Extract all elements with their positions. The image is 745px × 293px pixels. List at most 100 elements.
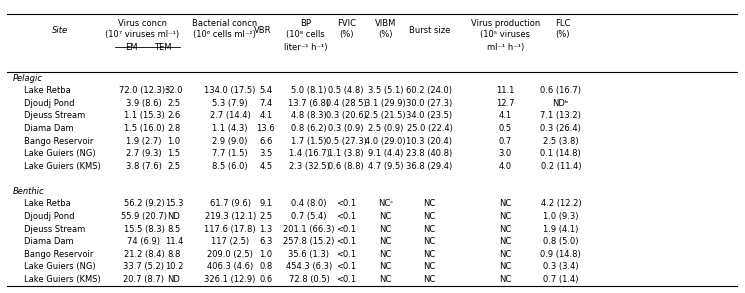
Text: 0.5: 0.5 — [499, 124, 512, 133]
Text: 201.1 (66.3): 201.1 (66.3) — [283, 225, 335, 234]
Text: 0.8 (6.2): 0.8 (6.2) — [291, 124, 327, 133]
Text: 60.2 (24.0): 60.2 (24.0) — [407, 86, 452, 95]
Text: FLC: FLC — [554, 19, 570, 28]
Text: 117 (2.5): 117 (2.5) — [211, 237, 249, 246]
Text: 8.5 (6.0): 8.5 (6.0) — [212, 162, 248, 171]
Text: 11.4: 11.4 — [165, 237, 183, 246]
Text: 2.5: 2.5 — [168, 99, 180, 108]
Text: 1.0: 1.0 — [259, 250, 273, 259]
Text: Lake Guiers (NG): Lake Guiers (NG) — [25, 263, 96, 271]
Text: 4.0 (29.0): 4.0 (29.0) — [365, 137, 406, 146]
Text: 21.2 (8.4): 21.2 (8.4) — [124, 250, 165, 259]
Text: 117.6 (17.8): 117.6 (17.8) — [204, 225, 256, 234]
Text: NC: NC — [379, 225, 392, 234]
Text: 2.7 (14.4): 2.7 (14.4) — [210, 111, 250, 120]
Text: 1.3: 1.3 — [259, 225, 273, 234]
Text: NC: NC — [423, 225, 436, 234]
Text: Bacterial concn: Bacterial concn — [191, 19, 257, 28]
Text: (%): (%) — [555, 30, 570, 39]
Text: 4.1: 4.1 — [259, 111, 273, 120]
Text: 219.3 (12.1): 219.3 (12.1) — [205, 212, 256, 221]
Text: NC: NC — [379, 237, 392, 246]
Text: 9.1: 9.1 — [259, 200, 273, 209]
Text: 2.5 (3.8): 2.5 (3.8) — [543, 137, 579, 146]
Text: 12.7: 12.7 — [496, 99, 515, 108]
Text: 0.3 (3.4): 0.3 (3.4) — [543, 263, 579, 271]
Text: NC: NC — [379, 212, 392, 221]
Text: 61.7 (9.6): 61.7 (9.6) — [209, 200, 250, 209]
Text: 33.7 (5.2): 33.7 (5.2) — [124, 263, 165, 271]
Text: NC: NC — [499, 212, 512, 221]
Text: 36.8 (29.4): 36.8 (29.4) — [406, 162, 452, 171]
Text: Bango Reservoir: Bango Reservoir — [25, 250, 94, 259]
Text: 2.8: 2.8 — [168, 124, 180, 133]
Text: 4.0: 4.0 — [499, 162, 512, 171]
Text: NC: NC — [423, 275, 436, 284]
Text: 1.1 (3.8): 1.1 (3.8) — [329, 149, 364, 158]
Text: Diama Dam: Diama Dam — [25, 237, 74, 246]
Text: 13.7 (6.8): 13.7 (6.8) — [288, 99, 329, 108]
Text: Bango Reservoir: Bango Reservoir — [25, 137, 94, 146]
Text: NC: NC — [423, 263, 436, 271]
Text: 1.9 (4.1): 1.9 (4.1) — [543, 225, 579, 234]
Text: 257.8 (15.2): 257.8 (15.2) — [283, 237, 335, 246]
Text: Burst size: Burst size — [409, 26, 450, 35]
Text: VIBM: VIBM — [375, 19, 396, 28]
Text: 35.6 (1.3): 35.6 (1.3) — [288, 250, 329, 259]
Text: NC: NC — [423, 237, 436, 246]
Text: NC: NC — [499, 250, 512, 259]
Text: NC: NC — [499, 200, 512, 209]
Text: 8.8: 8.8 — [167, 250, 180, 259]
Text: 3.5: 3.5 — [259, 149, 273, 158]
Text: Djeuss Stream: Djeuss Stream — [25, 225, 86, 234]
Text: 3.9 (8.6): 3.9 (8.6) — [126, 99, 162, 108]
Text: NC: NC — [423, 250, 436, 259]
Text: 74 (6.9): 74 (6.9) — [127, 237, 160, 246]
Text: 13.6: 13.6 — [256, 124, 275, 133]
Text: 23.8 (40.8): 23.8 (40.8) — [406, 149, 452, 158]
Text: 3.0: 3.0 — [498, 149, 512, 158]
Text: 4.8 (8.3): 4.8 (8.3) — [291, 111, 327, 120]
Text: <0.1: <0.1 — [336, 212, 356, 221]
Text: 0.3 (20.6): 0.3 (20.6) — [326, 111, 367, 120]
Text: (%): (%) — [378, 30, 393, 39]
Text: 326.1 (12.9): 326.1 (12.9) — [204, 275, 256, 284]
Text: <0.1: <0.1 — [336, 225, 356, 234]
Text: 0.8: 0.8 — [259, 263, 273, 271]
Text: 209.0 (2.5): 209.0 (2.5) — [207, 250, 253, 259]
Text: <0.1: <0.1 — [336, 237, 356, 246]
Text: NDᵇ: NDᵇ — [553, 99, 569, 108]
Text: 2.6: 2.6 — [168, 111, 180, 120]
Text: (10⁸ cells: (10⁸ cells — [286, 30, 325, 39]
Text: 1.5: 1.5 — [168, 149, 180, 158]
Text: Virus concn: Virus concn — [118, 19, 167, 28]
Text: Site: Site — [52, 26, 68, 35]
Text: 0.5 (4.8): 0.5 (4.8) — [329, 86, 364, 95]
Text: 20.7 (8.7): 20.7 (8.7) — [124, 275, 165, 284]
Text: 4.1: 4.1 — [499, 111, 512, 120]
Text: Lake Guiers (KMS): Lake Guiers (KMS) — [25, 275, 101, 284]
Text: Lake Retba: Lake Retba — [25, 200, 71, 209]
Text: NC: NC — [499, 275, 512, 284]
Text: 34.0 (23.5): 34.0 (23.5) — [406, 111, 452, 120]
Text: 72.0 (12.3)ᵃ: 72.0 (12.3)ᵃ — [119, 86, 168, 95]
Text: 2.5 (0.9): 2.5 (0.9) — [368, 124, 403, 133]
Text: 4.7 (9.5): 4.7 (9.5) — [368, 162, 403, 171]
Text: 10.2: 10.2 — [165, 263, 183, 271]
Text: 5.3 (7.9): 5.3 (7.9) — [212, 99, 248, 108]
Text: (10⁶ cells ml⁻¹): (10⁶ cells ml⁻¹) — [193, 30, 256, 39]
Text: 0.6: 0.6 — [259, 275, 273, 284]
Text: 1.0 (9.3): 1.0 (9.3) — [543, 212, 579, 221]
Text: Benthic: Benthic — [13, 187, 44, 196]
Text: 1.0: 1.0 — [168, 137, 180, 146]
Text: 56.2 (9.2): 56.2 (9.2) — [124, 200, 165, 209]
Text: 1.5 (16.0): 1.5 (16.0) — [124, 124, 165, 133]
Text: 55.9 (20.7): 55.9 (20.7) — [121, 212, 167, 221]
Text: Djeuss Stream: Djeuss Stream — [25, 111, 86, 120]
Text: 7.1 (13.2): 7.1 (13.2) — [540, 111, 581, 120]
Text: 2.5: 2.5 — [168, 162, 180, 171]
Text: 0.3 (0.9): 0.3 (0.9) — [329, 124, 364, 133]
Text: NC: NC — [423, 200, 436, 209]
Text: BP: BP — [299, 19, 311, 28]
Text: liter⁻¹ h⁻¹): liter⁻¹ h⁻¹) — [284, 43, 327, 52]
